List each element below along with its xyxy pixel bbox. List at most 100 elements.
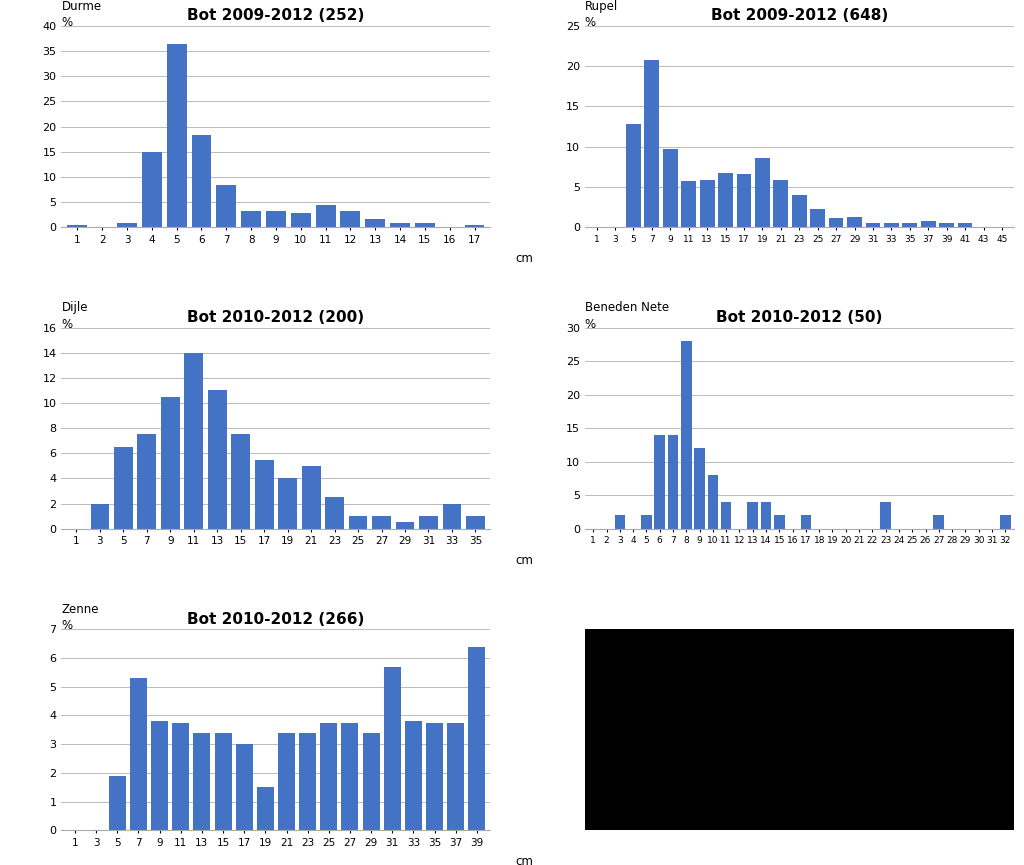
Text: Rupel: Rupel [585, 0, 618, 13]
Bar [644, 60, 659, 227]
Bar [216, 185, 237, 227]
Bar [257, 787, 273, 830]
Bar [774, 516, 784, 529]
Bar [419, 516, 438, 529]
Text: %: % [61, 619, 73, 632]
Bar [957, 223, 973, 227]
Bar [167, 43, 186, 227]
Bar [404, 721, 422, 830]
Bar [349, 516, 368, 529]
Bar [191, 135, 211, 227]
Bar [340, 211, 360, 227]
Bar [326, 497, 344, 529]
Bar [279, 478, 297, 529]
Bar [194, 733, 210, 830]
Bar [939, 223, 954, 227]
Title: Bot 2010-2012 (200): Bot 2010-2012 (200) [187, 310, 365, 325]
Bar [761, 502, 771, 529]
Bar [773, 181, 788, 227]
Bar [161, 397, 180, 529]
Bar [755, 158, 770, 227]
Bar [137, 434, 157, 529]
Bar [114, 447, 133, 529]
Bar [231, 434, 250, 529]
Bar [215, 733, 231, 830]
Bar [828, 218, 844, 227]
Bar [708, 475, 718, 529]
Bar [372, 516, 391, 529]
Bar [792, 195, 807, 227]
Text: cm: cm [515, 554, 534, 567]
Bar [279, 733, 295, 830]
Text: %: % [61, 16, 73, 29]
Bar [681, 341, 691, 529]
Text: cm: cm [515, 252, 534, 265]
Bar [694, 448, 705, 529]
Bar [152, 721, 168, 830]
Bar [266, 211, 286, 227]
Bar [468, 646, 485, 830]
Bar [426, 722, 443, 830]
Title: Bot 2009-2012 (648): Bot 2009-2012 (648) [711, 9, 888, 23]
Text: Beneden Nete: Beneden Nete [585, 302, 669, 315]
Title: Bot 2010-2012 (50): Bot 2010-2012 (50) [716, 310, 883, 325]
Bar [663, 149, 678, 227]
Bar [315, 205, 336, 227]
Bar [736, 174, 752, 227]
Bar [902, 223, 918, 227]
Bar [321, 722, 337, 830]
Bar [302, 466, 321, 529]
Text: Dijle: Dijle [61, 302, 88, 315]
Bar [442, 503, 462, 529]
Bar [881, 502, 891, 529]
Bar [668, 435, 678, 529]
Bar [362, 733, 380, 830]
Bar [718, 173, 733, 227]
Title: Bot 2009-2012 (252): Bot 2009-2012 (252) [187, 9, 365, 23]
Text: %: % [61, 317, 73, 330]
Bar [810, 209, 825, 227]
Bar [626, 124, 641, 227]
Bar [117, 223, 137, 227]
Title: Bot 2010-2012 (266): Bot 2010-2012 (266) [187, 612, 365, 627]
Bar [748, 502, 758, 529]
Bar [208, 390, 226, 529]
Bar [90, 503, 110, 529]
Bar [341, 722, 358, 830]
Bar [291, 213, 310, 227]
Bar [921, 221, 936, 227]
Bar [699, 180, 715, 227]
Bar [934, 516, 944, 529]
Bar [1000, 516, 1011, 529]
Bar [390, 223, 410, 227]
Text: Zenne: Zenne [61, 603, 99, 616]
Bar [801, 516, 811, 529]
Bar [255, 459, 273, 529]
Bar [415, 223, 435, 227]
Bar [236, 744, 253, 830]
Bar [654, 435, 665, 529]
Text: cm: cm [515, 855, 534, 865]
Bar [884, 223, 899, 227]
Bar [466, 516, 484, 529]
Text: Durme: Durme [61, 0, 101, 13]
Bar [681, 181, 696, 227]
Bar [142, 151, 162, 227]
Text: %: % [585, 16, 596, 29]
Bar [172, 722, 189, 830]
Bar [299, 733, 316, 830]
Bar [447, 722, 464, 830]
Bar [395, 522, 415, 529]
Bar [865, 223, 881, 227]
Bar [641, 516, 651, 529]
Bar [614, 516, 626, 529]
Bar [242, 211, 261, 227]
Bar [109, 776, 126, 830]
Bar [847, 217, 862, 227]
Bar [465, 225, 484, 227]
Bar [366, 219, 385, 227]
Bar [721, 502, 731, 529]
Bar [68, 225, 87, 227]
Text: %: % [585, 317, 596, 330]
Bar [184, 353, 203, 529]
